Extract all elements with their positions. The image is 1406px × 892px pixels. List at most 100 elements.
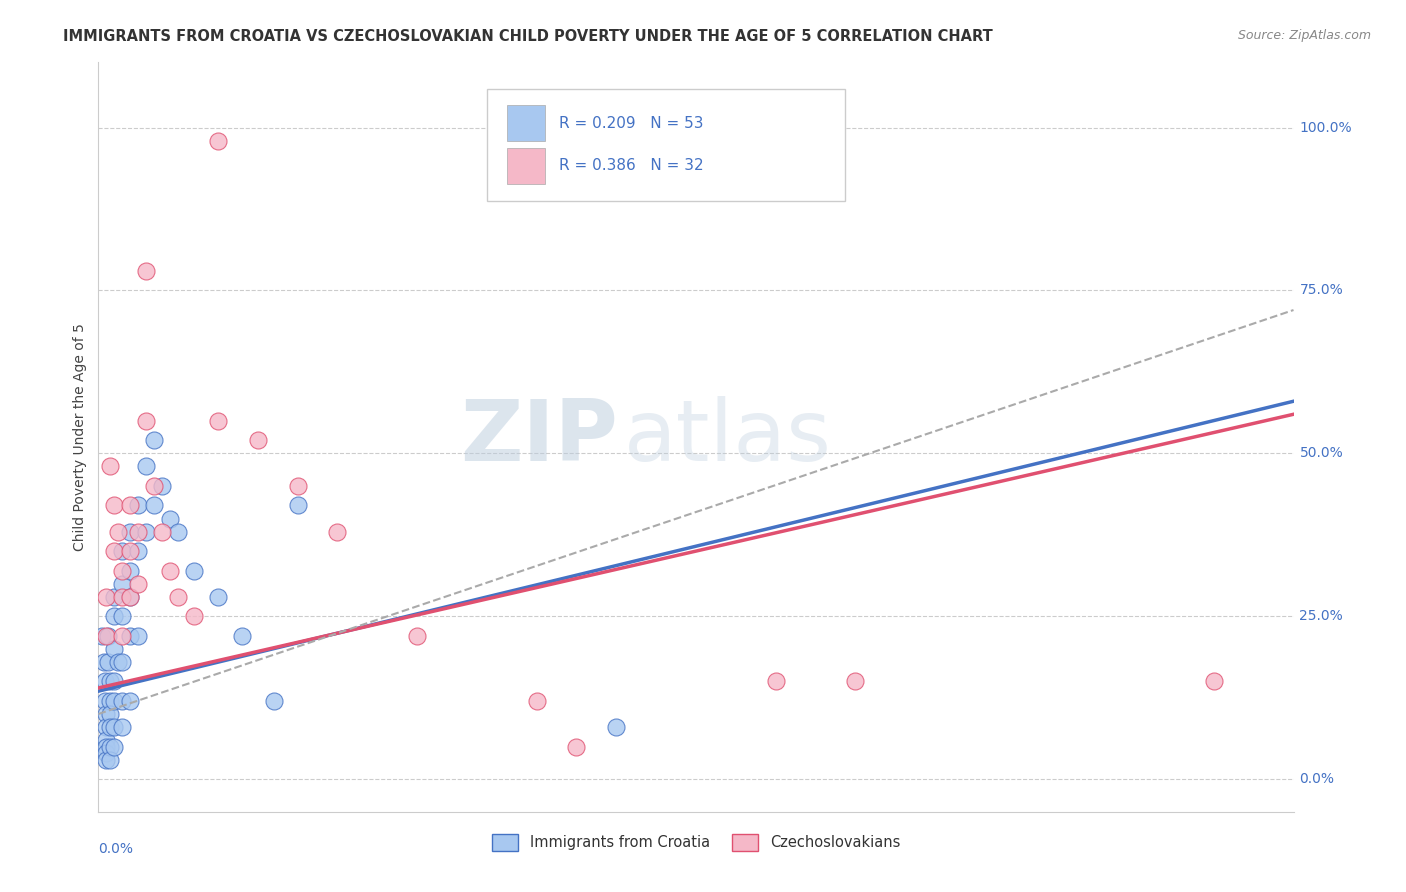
Point — [96, 590, 118, 604]
Point — [97, 629, 120, 643]
Point — [98, 459, 122, 474]
Point — [111, 694, 134, 708]
Point — [111, 720, 134, 734]
Point — [143, 479, 166, 493]
Point — [103, 694, 125, 708]
Point — [1202, 674, 1225, 689]
Text: Source: ZipAtlas.com: Source: ZipAtlas.com — [1237, 29, 1371, 42]
Point — [565, 739, 588, 754]
Point — [103, 720, 125, 734]
Point — [159, 511, 181, 525]
Point — [120, 590, 142, 604]
Point — [246, 434, 269, 448]
Point — [97, 655, 120, 669]
Point — [98, 694, 122, 708]
Point — [127, 576, 149, 591]
Point — [93, 655, 115, 669]
Text: 0.0%: 0.0% — [1299, 772, 1334, 786]
Point — [111, 609, 134, 624]
Point — [207, 414, 229, 428]
Point — [159, 564, 181, 578]
Point — [406, 629, 429, 643]
FancyBboxPatch shape — [486, 88, 845, 201]
Point — [103, 641, 125, 656]
Bar — [508, 105, 546, 141]
Point — [120, 524, 142, 539]
Text: 0.0%: 0.0% — [98, 842, 134, 855]
Point — [103, 674, 125, 689]
Point — [96, 733, 118, 747]
Point — [98, 739, 122, 754]
Point — [127, 544, 149, 558]
Point — [107, 655, 129, 669]
Point — [231, 629, 253, 643]
Point — [120, 499, 142, 513]
Point — [526, 694, 548, 708]
Point — [844, 674, 866, 689]
Text: 75.0%: 75.0% — [1299, 284, 1343, 297]
Point — [287, 479, 309, 493]
Legend: Immigrants from Croatia, Czechoslovakians: Immigrants from Croatia, Czechoslovakian… — [486, 829, 905, 857]
Point — [111, 564, 134, 578]
Point — [111, 576, 134, 591]
Point — [183, 564, 205, 578]
Point — [96, 720, 118, 734]
Point — [135, 264, 157, 278]
Point — [120, 694, 142, 708]
Point — [207, 134, 229, 148]
Point — [127, 499, 149, 513]
Point — [98, 753, 122, 767]
Point — [263, 694, 285, 708]
Point — [120, 564, 142, 578]
Point — [143, 434, 166, 448]
Point — [127, 524, 149, 539]
Point — [135, 414, 157, 428]
Point — [287, 499, 309, 513]
Point — [143, 499, 166, 513]
Point — [135, 459, 157, 474]
Point — [96, 629, 118, 643]
Text: 50.0%: 50.0% — [1299, 446, 1343, 460]
Point — [111, 655, 134, 669]
Text: R = 0.209   N = 53: R = 0.209 N = 53 — [558, 116, 703, 130]
Text: IMMIGRANTS FROM CROATIA VS CZECHOSLOVAKIAN CHILD POVERTY UNDER THE AGE OF 5 CORR: IMMIGRANTS FROM CROATIA VS CZECHOSLOVAKI… — [63, 29, 993, 44]
Point — [120, 544, 142, 558]
Point — [98, 706, 122, 721]
Point — [326, 524, 349, 539]
Point — [150, 524, 173, 539]
Text: 25.0%: 25.0% — [1299, 609, 1343, 624]
Point — [96, 753, 118, 767]
Point — [765, 674, 787, 689]
Point — [107, 524, 129, 539]
Text: 100.0%: 100.0% — [1299, 120, 1353, 135]
Bar — [508, 148, 546, 184]
Point — [94, 674, 117, 689]
Y-axis label: Child Poverty Under the Age of 5: Child Poverty Under the Age of 5 — [73, 323, 87, 551]
Point — [94, 706, 117, 721]
Point — [120, 590, 142, 604]
Point — [127, 629, 149, 643]
Point — [150, 479, 173, 493]
Point — [103, 739, 125, 754]
Point — [103, 544, 125, 558]
Point — [167, 590, 190, 604]
Point — [111, 544, 134, 558]
Point — [96, 746, 118, 760]
Point — [207, 590, 229, 604]
Point — [183, 609, 205, 624]
Text: atlas: atlas — [624, 395, 832, 479]
Point — [605, 720, 627, 734]
Text: ZIP: ZIP — [461, 395, 619, 479]
Point — [103, 609, 125, 624]
Point — [167, 524, 190, 539]
Point — [135, 524, 157, 539]
Point — [103, 590, 125, 604]
Point — [96, 739, 118, 754]
Point — [94, 694, 117, 708]
Point — [120, 629, 142, 643]
Point — [111, 590, 134, 604]
Point — [103, 499, 125, 513]
Point — [98, 720, 122, 734]
Point — [98, 674, 122, 689]
Point — [91, 629, 114, 643]
